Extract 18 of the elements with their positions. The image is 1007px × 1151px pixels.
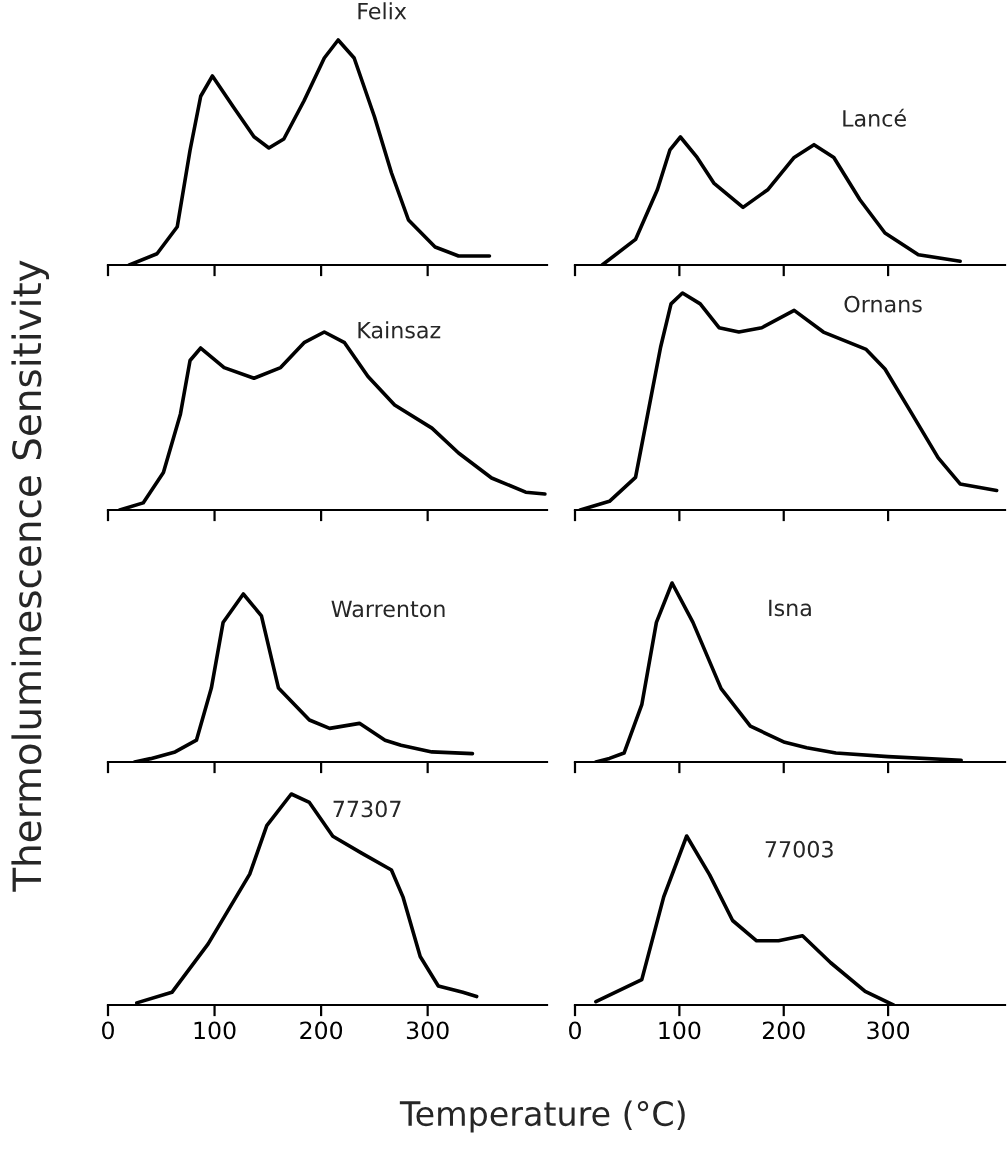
x-tick-label: 200 [300, 1021, 343, 1040]
x-tick-label: 300 [406, 1021, 449, 1040]
x-tick-label: 0 [569, 1021, 581, 1040]
series-label: Felix [358, 2, 407, 20]
text: Warrenton [331, 600, 445, 618]
x-tick-label: 200 [762, 1021, 805, 1040]
x-axis-title: Temperature (°C) [399, 1100, 685, 1133]
series-label: 77307 [333, 800, 401, 818]
text: 77003 [765, 840, 833, 858]
y-axis-title: Thermoluminescence Sensitivity [11, 260, 50, 892]
series-label: Ornans [844, 295, 922, 313]
x-tick-label: 100 [659, 1021, 701, 1040]
x-tick-label: 100 [194, 1021, 236, 1040]
x-tick-label: 0 [102, 1021, 114, 1040]
series-label: Kainsaz [358, 321, 441, 339]
text: Isna [769, 599, 811, 617]
x-tick-label: 300 [867, 1021, 910, 1040]
series-label: Lancé [843, 108, 906, 127]
